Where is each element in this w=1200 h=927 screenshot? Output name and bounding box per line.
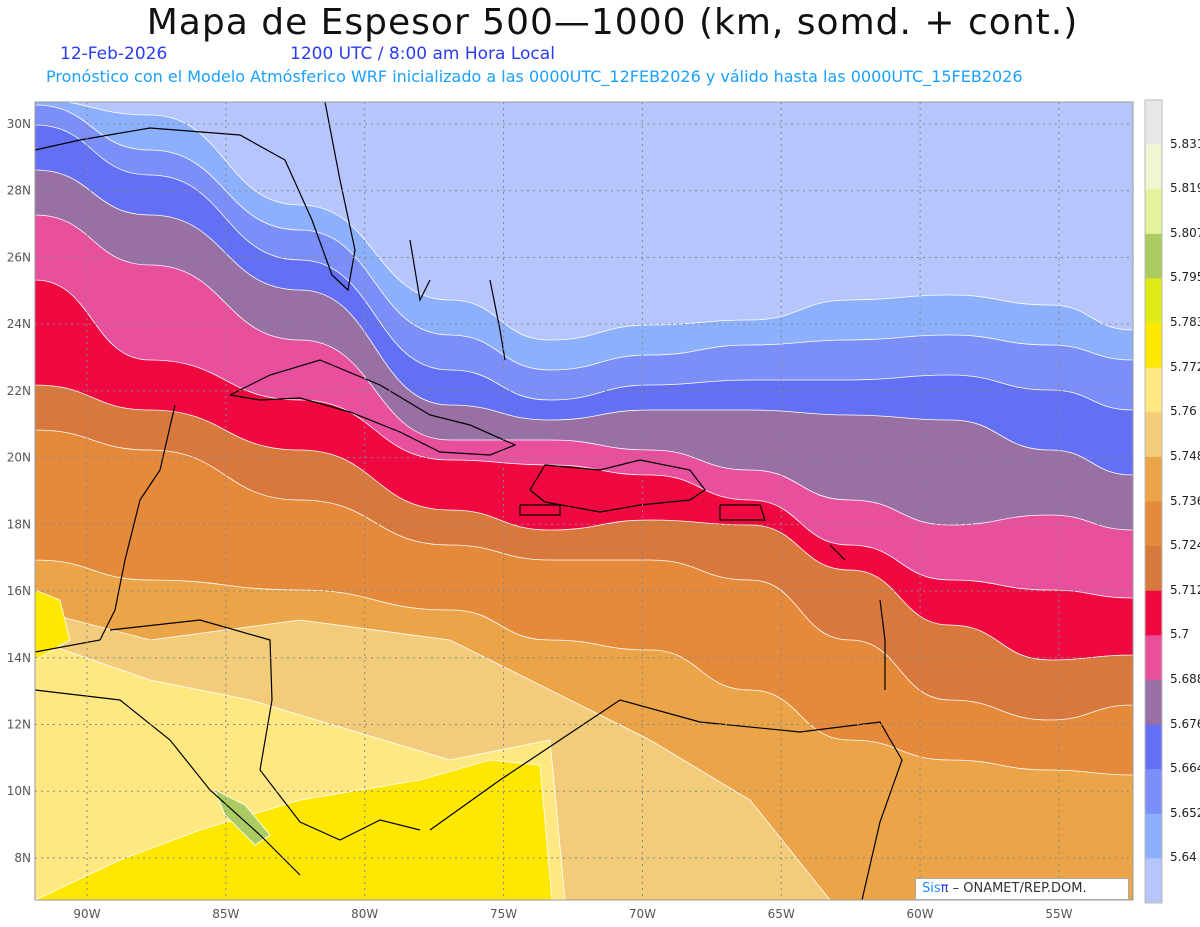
legend-label: 5.676 (1170, 716, 1200, 731)
lat-label: 24N (7, 317, 31, 331)
coastline (879, 599, 886, 690)
legend-swatch (1145, 858, 1162, 904)
legend-swatch (1145, 323, 1162, 369)
legend-swatch (1145, 813, 1162, 859)
legend-swatch (1145, 590, 1162, 636)
forecast-note: Pronóstico con el Modelo Atmósferico WRF… (46, 67, 1023, 86)
map-title: Mapa de Espesor 500—1000 (km, somd. + co… (146, 2, 1079, 43)
legend-swatch (1145, 144, 1162, 190)
legend-label: 5.664 (1170, 761, 1200, 776)
legend-label: 5.652 (1170, 805, 1200, 820)
lon-label: 70W (629, 907, 656, 921)
lon-label: 85W (212, 907, 239, 921)
lon-label: 55W (1045, 907, 1072, 921)
legend-label: 5.712 (1170, 582, 1200, 597)
legend-label: 5.783 (1170, 315, 1200, 330)
credit-text: – ONAMET/REP.DOM. (948, 881, 1087, 896)
credit-brand-pi: π (940, 881, 949, 896)
lon-label: 90W (73, 907, 100, 921)
legend-swatch (1145, 367, 1162, 413)
legend-swatch (1145, 233, 1162, 279)
legend-label: 5.831 (1170, 136, 1200, 151)
lat-label: 16N (7, 584, 31, 598)
coastline (109, 619, 421, 841)
coastline (829, 544, 846, 561)
coastline (429, 699, 903, 900)
legend-label: 5.772 (1170, 359, 1200, 374)
coastline (519, 504, 561, 516)
coastline (35, 102, 356, 292)
legend-label: 5.819 (1170, 181, 1200, 196)
coastline (409, 239, 431, 302)
legend-swatch (1145, 412, 1162, 458)
lat-label: 30N (7, 117, 31, 131)
lat-label: 18N (7, 517, 31, 531)
legend-label: 5.748 (1170, 448, 1200, 463)
coastline (719, 504, 766, 521)
date-label: 12-Feb-2026 (60, 44, 168, 64)
coastline (35, 689, 301, 876)
legend-swatch (1145, 100, 1162, 146)
time-label: 1200 UTC / 8:00 am Hora Local (290, 44, 555, 64)
legend-label: 5.795 (1170, 270, 1200, 285)
lon-label: 75W (490, 907, 517, 921)
credit-brand-sis: Sis (922, 881, 941, 896)
legend-label: 5.64 (1170, 850, 1197, 865)
legend-swatch (1145, 635, 1162, 681)
legend-label: 5.724 (1170, 538, 1200, 553)
legend-swatch (1145, 189, 1162, 235)
thickness-band (35, 589, 71, 661)
legend-swatch (1145, 456, 1162, 502)
legend-label: 5.7 (1170, 627, 1190, 642)
lat-label: 14N (7, 651, 31, 665)
legend-swatch (1145, 724, 1162, 770)
lon-label: 60W (907, 907, 934, 921)
coastline (35, 404, 176, 653)
lat-label: 12N (7, 717, 31, 731)
legend-label: 5.736 (1170, 493, 1200, 508)
legend-swatch (1145, 769, 1162, 815)
legend-label: 5.76 (1170, 404, 1197, 419)
thickness-band (35, 102, 1133, 341)
lon-label: 65W (768, 907, 795, 921)
lat-label: 26N (7, 250, 31, 264)
legend-swatch (1145, 278, 1162, 324)
legend-swatch (1145, 679, 1162, 726)
legend-swatch (1145, 501, 1162, 547)
legend-label: 5.688 (1170, 671, 1200, 686)
credit-box: Sisπ – ONAMET/REP.DOM. (915, 878, 1129, 900)
lat-label: 10N (7, 784, 31, 798)
lat-label: 8N (14, 851, 31, 865)
lat-label: 20N (7, 451, 31, 465)
coastline (229, 359, 517, 456)
legend-swatch (1145, 546, 1162, 592)
map-frame (34, 101, 1134, 901)
lon-label: 80W (351, 907, 378, 921)
thickness-band (35, 759, 553, 900)
legend-label: 5.807 (1170, 225, 1200, 240)
legend-frame (1144, 99, 1163, 904)
lat-label: 28N (7, 184, 31, 198)
coastline (529, 459, 706, 513)
lat-label: 22N (7, 384, 31, 398)
